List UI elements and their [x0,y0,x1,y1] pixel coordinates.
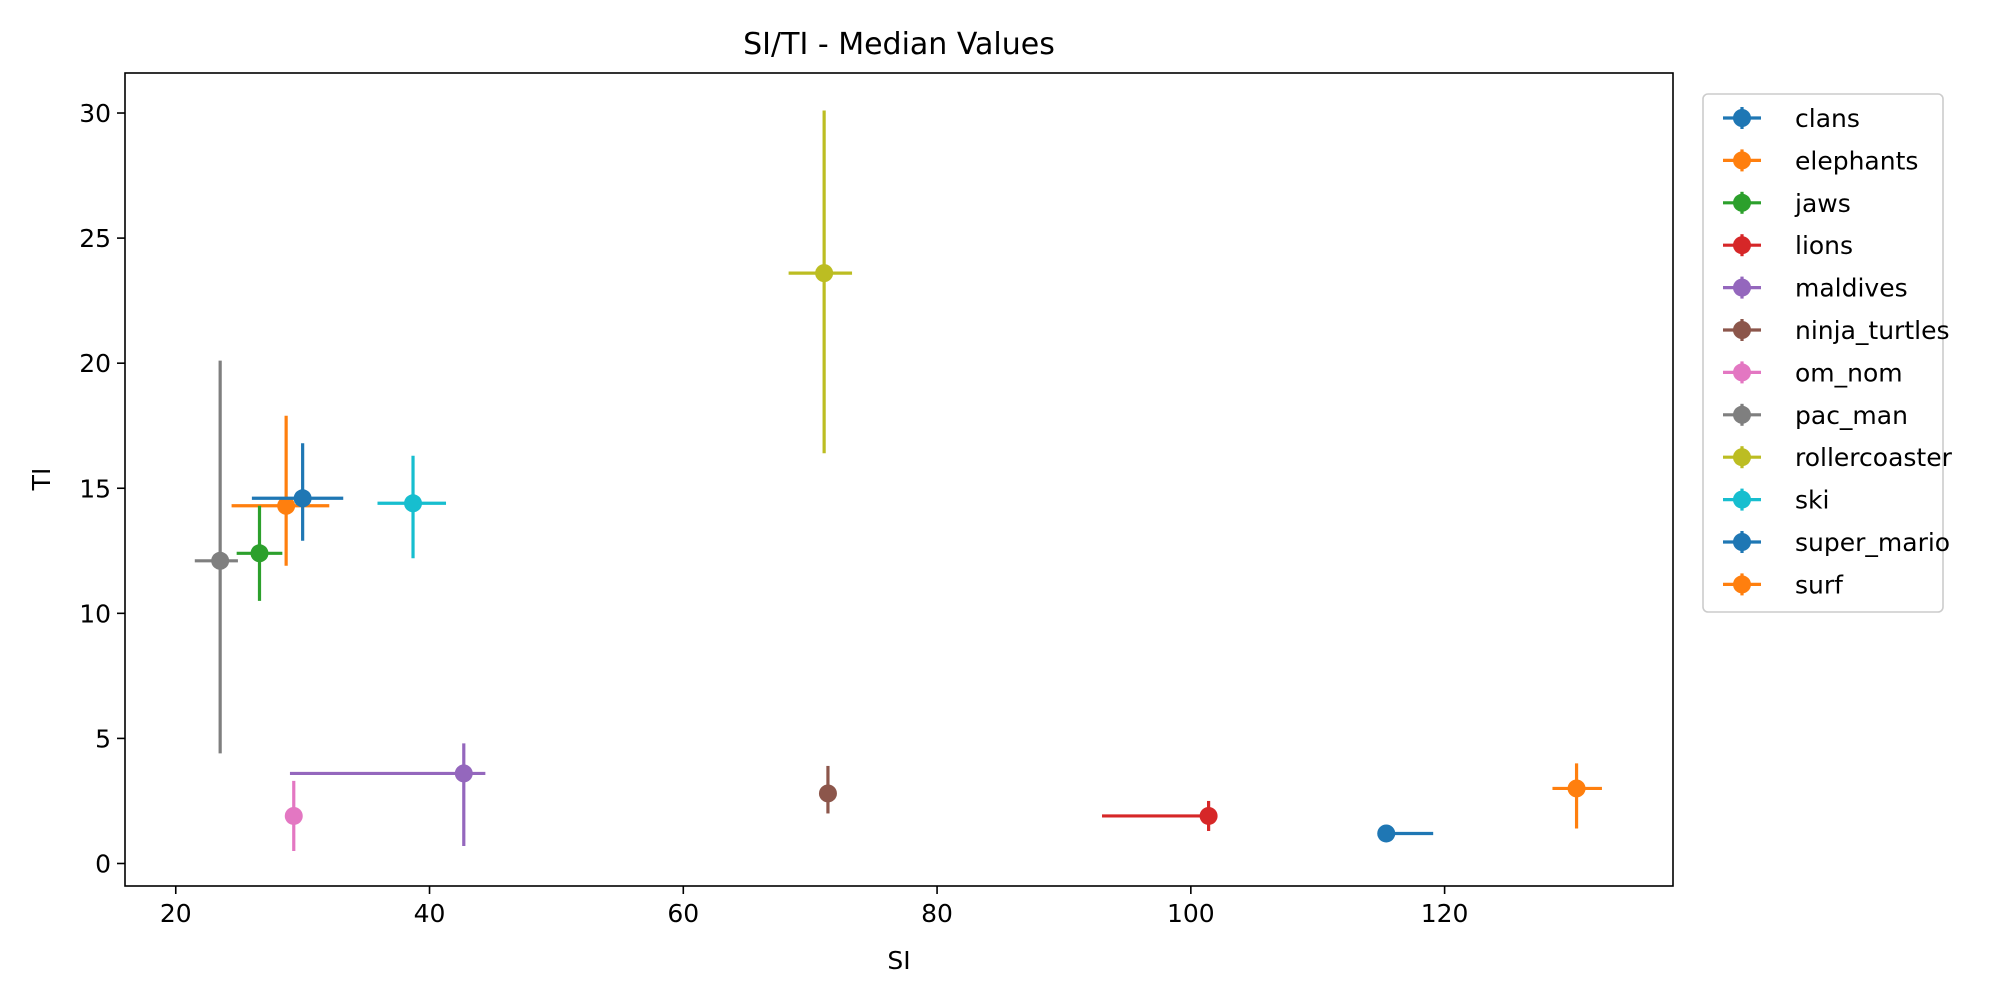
legend-marker [1733,321,1751,339]
plot-area [194,110,1602,851]
legend-label: clans [1795,104,1860,133]
legend-label: maldives [1795,274,1908,303]
legend-label: elephants [1795,146,1918,175]
y-tick-label: 30 [79,99,111,128]
legend-entry-pac-man: pac_man [1723,401,1908,430]
legend-marker [1733,490,1751,509]
x-tick-label: 80 [921,899,953,928]
legend-entry-maldives: maldives [1723,274,1908,303]
series-jaws [236,505,283,601]
series-surf [1552,763,1602,829]
series-om-nom [284,780,303,851]
chart-title: SI/TI - Median Values [743,27,1055,62]
series-ninja-turtles [818,765,837,814]
data-point [1199,806,1218,825]
legend-entry-jaws: jaws [1723,189,1851,218]
series-maldives [289,743,486,846]
data-point [818,784,837,803]
legend-marker [1733,448,1751,467]
legend-label: ski [1795,486,1829,515]
series-ski [377,455,447,559]
legend-label: jaws [1794,189,1851,218]
legend-label: om_nom [1795,358,1903,387]
legend-marker [1733,363,1751,382]
legend-marker [1733,533,1751,551]
y-tick-label: 10 [79,599,111,628]
data-point [404,494,423,513]
data-point [284,806,303,825]
legend-entry-om-nom: om_nom [1723,358,1903,387]
legend-box [1702,93,1944,613]
plot-frame [124,72,1674,887]
data-point [1377,824,1396,843]
data-point [815,264,834,283]
data-point [277,496,296,515]
y-tick-label: 25 [79,224,111,253]
legend-marker [1733,278,1751,297]
y-tick-label: 0 [95,849,111,878]
series-rollercoaster [788,110,853,454]
legend-label: pac_man [1795,401,1908,430]
legend-marker [1733,193,1751,212]
x-tick-label: 20 [160,899,192,928]
x-tick-label: 120 [1421,899,1469,928]
legend-marker [1733,109,1751,127]
legend-marker [1733,151,1751,170]
series-super-mario [251,443,344,541]
legend-marker [1733,575,1751,594]
legend-entry-clans: clans [1723,104,1860,133]
legend-entry-super-mario: super_mario [1723,528,1950,557]
data-point [454,764,473,783]
legend-entry-ski: ski [1723,486,1829,515]
data-point [250,544,269,563]
y-tick-label: 5 [95,724,111,753]
series-clans [1377,824,1434,843]
x-tick-label: 40 [414,899,446,928]
legend-marker [1733,236,1751,255]
legend-entry-lions: lions [1723,231,1853,260]
x-tick-label: 60 [667,899,699,928]
legend-entry-elephants: elephants [1723,146,1918,175]
legend-entry-ninja-turtles: ninja_turtles [1723,316,1949,345]
legend-label: rollercoaster [1795,443,1953,472]
legend-entry-surf: surf [1723,570,1844,599]
legend-label: ninja_turtles [1795,316,1949,345]
legend-label: surf [1795,570,1844,599]
legend: clans elephants jaws lions maldives ninja_tur… [1702,93,1953,613]
legend-label: lions [1795,231,1853,260]
x-axis-label: SI [887,946,910,975]
x-tick-label: 100 [1167,899,1215,928]
y-axis-label: TI [27,468,56,492]
data-point [1567,779,1586,798]
legend-entry-rollercoaster: rollercoaster [1723,443,1953,472]
y-tick-label: 15 [79,474,111,503]
series-lions [1102,800,1218,831]
y-tick-label: 20 [79,349,111,378]
series-pac-man [194,360,238,754]
series-elephants [231,415,330,566]
data-point [211,551,230,570]
data-point [293,489,312,508]
legend-marker [1733,405,1751,424]
legend-label: super_mario [1795,528,1950,557]
